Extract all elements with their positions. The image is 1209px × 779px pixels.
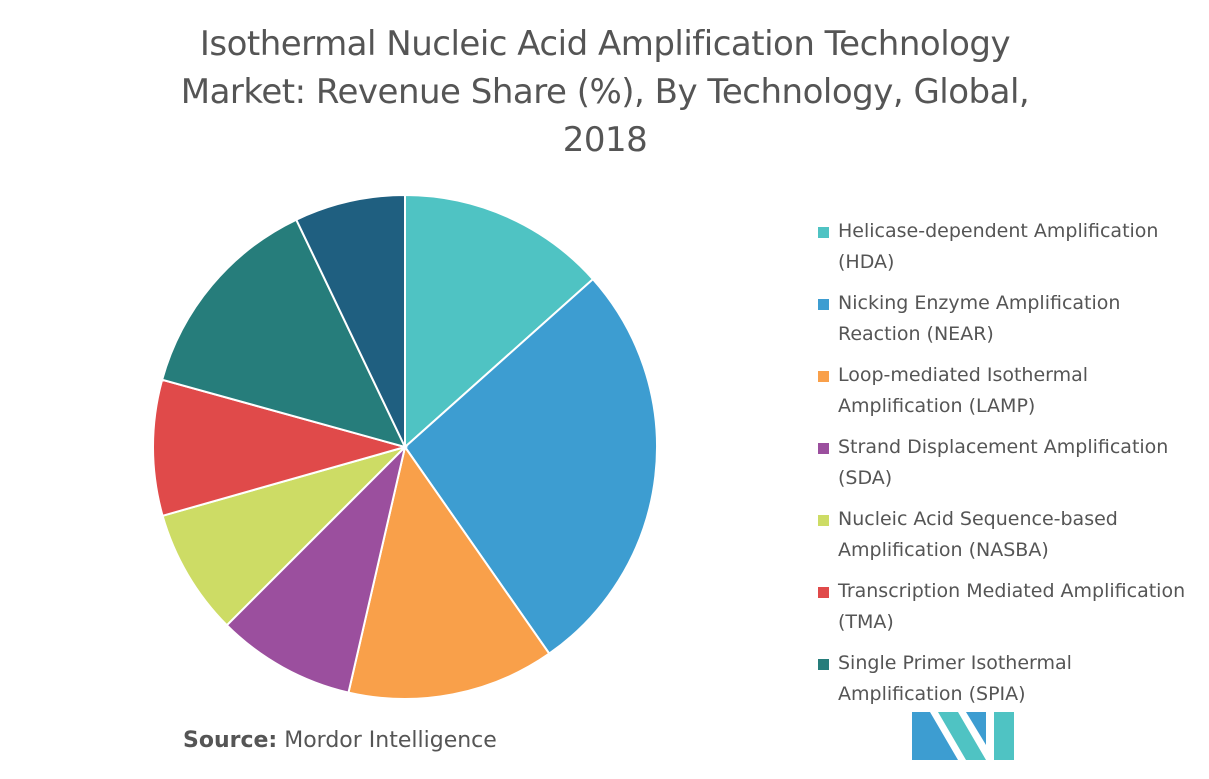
legend-swatch: [818, 299, 829, 310]
legend-label: Loop-mediated Isothermal Amplification (…: [838, 364, 1089, 417]
pie-slice: [225, 443, 407, 694]
legend-label: Nicking Enzyme Amplification Reaction (N…: [838, 292, 1121, 345]
pie-slice: [294, 193, 406, 448]
pie-slice: [347, 444, 551, 700]
legend-label: Nucleic Acid Sequence-based Amplificatio…: [838, 508, 1118, 561]
legend-item: Transcription Mediated Amplification (TM…: [818, 576, 1193, 638]
chart-title: Isothermal Nucleic Acid Amplification Te…: [180, 24, 1030, 160]
source-label: Source:: [183, 728, 278, 753]
logo: [912, 712, 1014, 760]
legend-swatch: [818, 227, 829, 238]
legend-swatch: [818, 443, 829, 454]
legend-item: Nucleic Acid Sequence-based Amplificatio…: [818, 504, 1193, 566]
legend-swatch: [818, 371, 829, 382]
legend-item: Loop-mediated Isothermal Amplification (…: [818, 360, 1193, 422]
legend-label: Single Primer Isothermal Amplification (…: [838, 652, 1072, 705]
legend-label: Strand Displacement Amplification (SDA): [838, 436, 1169, 489]
pie-slice: [161, 444, 409, 627]
pie-slice: [403, 277, 658, 656]
pie-slice: [404, 193, 595, 450]
source: Source: Mordor Intelligence: [183, 728, 497, 753]
legend-swatch: [818, 587, 829, 598]
pie-slice: [160, 218, 407, 449]
legend-swatch: [818, 515, 829, 526]
legend-item: Strand Displacement Amplification (SDA): [818, 432, 1193, 494]
legend-item: Single Primer Isothermal Amplification (…: [818, 648, 1193, 710]
legend-item: Helicase-dependent Amplification (HDA): [818, 216, 1193, 278]
source-text: Mordor Intelligence: [284, 728, 497, 753]
pie-slice: [152, 378, 409, 518]
legend-item: Nicking Enzyme Amplification Reaction (N…: [818, 288, 1193, 350]
legend: Helicase-dependent Amplification (HDA) Ni…: [818, 216, 1193, 720]
legend-label: Transcription Mediated Amplification (TM…: [838, 580, 1186, 633]
legend-label: Helicase-dependent Amplification (HDA): [838, 220, 1159, 273]
legend-swatch: [818, 659, 829, 670]
